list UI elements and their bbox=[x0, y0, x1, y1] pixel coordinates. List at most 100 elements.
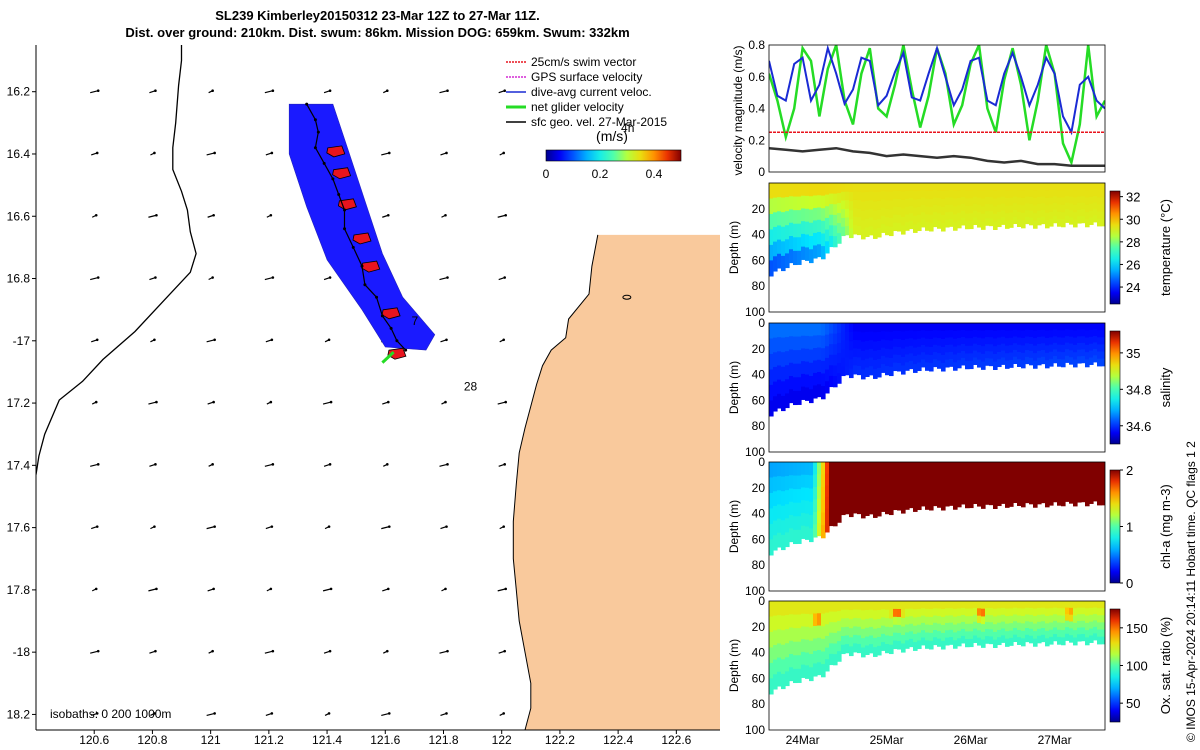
salinity-cell bbox=[1065, 355, 1070, 363]
salinity-cell bbox=[1001, 350, 1006, 359]
chla-cell bbox=[909, 469, 914, 478]
oxygen-cell bbox=[845, 626, 850, 637]
chla-cell bbox=[801, 500, 806, 514]
velocity-frame bbox=[768, 44, 1106, 173]
temperature-cell bbox=[829, 225, 834, 237]
salinity-cell bbox=[805, 361, 810, 376]
oxygen-cell bbox=[849, 637, 854, 647]
oxygen-cell bbox=[841, 644, 846, 655]
temperature-cell bbox=[833, 193, 838, 205]
temperature-cell bbox=[809, 236, 814, 250]
chla-cell bbox=[1093, 487, 1098, 495]
sfc-geo-vector-head bbox=[329, 587, 333, 591]
chla-cell bbox=[1029, 482, 1034, 491]
temperature-cell bbox=[833, 204, 838, 216]
salinity-cell bbox=[769, 338, 774, 355]
temperature-cell bbox=[1001, 196, 1006, 205]
temperature-cell bbox=[1085, 183, 1090, 191]
oxygen-cell bbox=[1081, 620, 1086, 629]
temperature-cell bbox=[1065, 209, 1070, 217]
sfc-geo-vector-head bbox=[96, 463, 100, 466]
salinity-cell bbox=[1021, 337, 1026, 346]
salinity-cell bbox=[845, 357, 850, 367]
oxygen-cell bbox=[817, 625, 822, 639]
salinity-cell bbox=[785, 323, 790, 338]
salinity-cell bbox=[885, 331, 890, 341]
sfc-geo-vector-head bbox=[94, 587, 98, 591]
temperature-cell bbox=[805, 234, 810, 249]
oxygen-cell bbox=[865, 601, 870, 611]
temperature-cell bbox=[885, 217, 890, 227]
temperature-cell bbox=[821, 183, 826, 197]
temperature-cell bbox=[937, 190, 942, 199]
salinity-cell bbox=[789, 349, 794, 364]
temperature-cell bbox=[945, 212, 950, 221]
temperature-cell bbox=[909, 205, 914, 214]
salinity-cell bbox=[769, 384, 774, 401]
chla-cell bbox=[793, 516, 798, 531]
temperature-cell bbox=[781, 197, 786, 213]
salinity-cell bbox=[841, 366, 846, 377]
oxygen-cell bbox=[961, 607, 966, 616]
chla-cell bbox=[777, 532, 782, 548]
oxygen-cell bbox=[989, 629, 994, 638]
temperature-cell bbox=[973, 217, 978, 225]
chla-cell bbox=[937, 469, 942, 478]
oxygen-cell bbox=[1077, 620, 1082, 629]
chla-cell bbox=[825, 462, 830, 475]
map-x-tick-label: 121.6 bbox=[370, 733, 400, 747]
salinity-cell bbox=[997, 344, 1002, 353]
salinity-cell bbox=[793, 323, 798, 338]
temperature-cell bbox=[797, 223, 802, 238]
oxygen-cell bbox=[797, 668, 802, 683]
temperature-cell bbox=[1021, 183, 1026, 192]
chla-cell bbox=[789, 501, 794, 516]
oxygen-cell bbox=[961, 628, 966, 637]
chla-cell bbox=[989, 462, 994, 470]
legend-entry: sfc geo. vel. 27-Mar-2015 bbox=[531, 115, 667, 129]
oxygen-cell bbox=[793, 668, 798, 684]
chla-cell bbox=[893, 501, 898, 511]
chla-cell bbox=[829, 472, 834, 484]
chla-cell bbox=[889, 505, 894, 516]
chla-colorbar-tick-label: 0 bbox=[1126, 576, 1133, 591]
salinity-cell bbox=[1077, 336, 1082, 344]
oxygen-cell bbox=[865, 627, 870, 638]
salinity-cell bbox=[809, 389, 814, 404]
oxygen-cell bbox=[1017, 622, 1022, 631]
chla-cell bbox=[881, 486, 886, 496]
temperature-colorbar-tick-label: 30 bbox=[1126, 212, 1140, 227]
chla-cell bbox=[981, 492, 986, 502]
oxygen-cell bbox=[1033, 608, 1038, 617]
temperature-cell bbox=[1069, 210, 1074, 218]
sfc-geo-vector bbox=[90, 276, 99, 281]
oxygen-cell bbox=[825, 601, 830, 614]
salinity-cell bbox=[861, 341, 866, 352]
oxygen-cell bbox=[897, 616, 902, 626]
salinity-cell bbox=[1057, 344, 1062, 353]
temperature-cell bbox=[1085, 219, 1090, 228]
chla-cell bbox=[897, 469, 902, 479]
glider-fix bbox=[389, 326, 393, 330]
oxygen-cell bbox=[997, 601, 1002, 609]
salinity-cell bbox=[985, 358, 990, 366]
chla-cell bbox=[893, 469, 898, 479]
salinity-cell bbox=[909, 360, 914, 370]
chla-cell bbox=[1073, 469, 1078, 478]
temperature-cell bbox=[941, 198, 946, 208]
temperature-cell bbox=[909, 220, 914, 230]
oxygen-cell bbox=[1093, 607, 1098, 615]
oxygen-cell bbox=[837, 621, 842, 632]
swim-vector-3 bbox=[352, 232, 372, 245]
temperature-colorbar-tick-label: 26 bbox=[1126, 257, 1140, 272]
oxygen-cell bbox=[789, 614, 794, 629]
salinity-cell bbox=[825, 323, 830, 336]
salinity-cell bbox=[1073, 323, 1078, 331]
sfc-geo-vector-head bbox=[271, 89, 275, 93]
oxygen-cell bbox=[997, 622, 1002, 631]
oxygen-cell bbox=[981, 624, 986, 633]
chla-cell bbox=[969, 492, 974, 501]
sfc-geo-vector bbox=[148, 588, 157, 592]
salinity-cell bbox=[1069, 323, 1074, 331]
salinity-cell bbox=[917, 362, 922, 372]
